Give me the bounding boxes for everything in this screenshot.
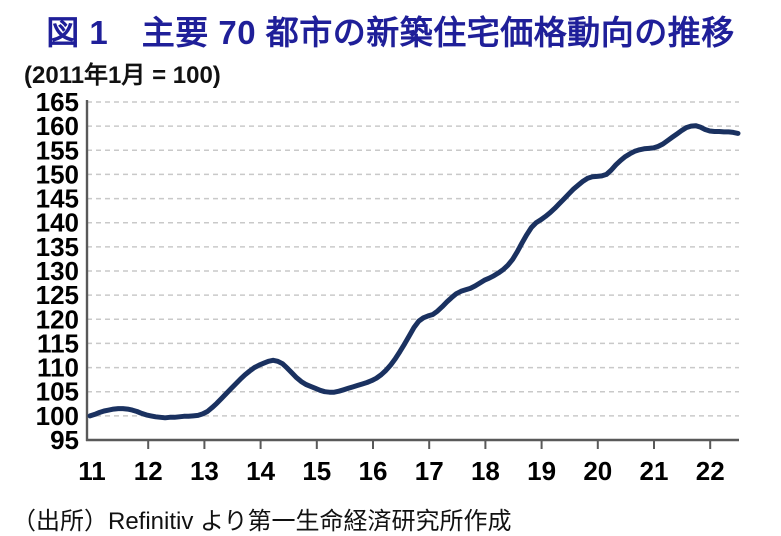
y-tick-label: 95 bbox=[50, 425, 79, 455]
x-tick-label: 22 bbox=[696, 456, 725, 486]
y-tick-label: 120 bbox=[36, 304, 79, 334]
y-tick-label: 125 bbox=[36, 280, 79, 310]
y-tick-label: 135 bbox=[36, 232, 79, 262]
y-tick-label: 155 bbox=[36, 135, 79, 165]
x-tick-label: 13 bbox=[190, 456, 219, 486]
y-tick-label: 140 bbox=[36, 208, 79, 238]
y-tick-label: 105 bbox=[36, 377, 79, 407]
x-tick-label: 14 bbox=[246, 456, 275, 486]
y-tick-label: 145 bbox=[36, 184, 79, 214]
source-note: （出所）Refinitiv より第一生命経済研究所作成 bbox=[12, 508, 512, 535]
x-tick-label: 12 bbox=[134, 456, 163, 486]
chart-title: 図 1 主要 70 都市の新築住宅価格動向の推移 bbox=[46, 14, 735, 51]
x-tick-label: 17 bbox=[415, 456, 444, 486]
price-index-series-line bbox=[87, 123, 741, 421]
x-tick-label: 19 bbox=[527, 456, 556, 486]
index-base-note: (2011年1月 = 100) bbox=[24, 62, 221, 89]
y-tick-label: 150 bbox=[36, 159, 79, 189]
x-tick-label: 21 bbox=[640, 456, 669, 486]
y-tick-label: 115 bbox=[37, 328, 79, 358]
y-tick-label: 100 bbox=[36, 401, 79, 431]
x-tick-label: 11 bbox=[78, 456, 106, 486]
y-tick-label: 160 bbox=[36, 111, 79, 141]
y-tick-label: 130 bbox=[36, 256, 79, 286]
x-tick-label: 20 bbox=[583, 456, 612, 486]
x-tick-label: 15 bbox=[302, 456, 331, 486]
y-tick-label: 110 bbox=[37, 353, 79, 383]
x-tick-label: 18 bbox=[471, 456, 500, 486]
y-tick-label: 165 bbox=[36, 87, 79, 117]
x-tick-label: 16 bbox=[359, 456, 388, 486]
